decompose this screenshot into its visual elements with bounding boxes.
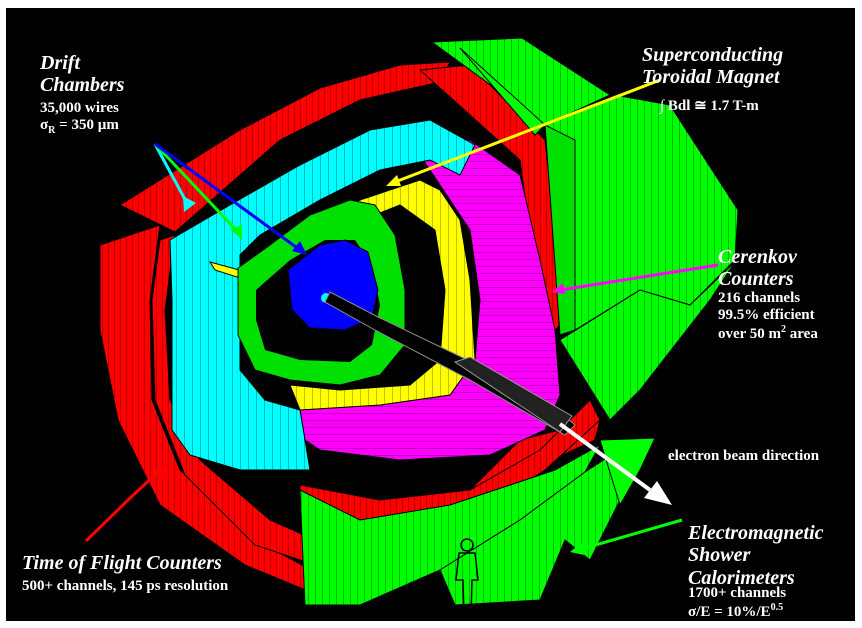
annotation-arrows (84, 78, 719, 555)
cerenkov-title-line1: Cerenkov (718, 246, 797, 268)
drift-chambers-details: 35,000 wires σR = 350 µm (40, 100, 119, 136)
magnet-field-integral: ∫ Bdl ≅ 1.7 T-m (660, 98, 759, 114)
calorimeter-title-line3: Calorimeters (688, 566, 795, 589)
beam-direction-label: electron beam direction (668, 448, 820, 464)
drift-chambers-title: Drift Chambers (40, 52, 124, 97)
calorimeter-title-line1: Electromagnetic (688, 522, 824, 544)
calorimeter-resolution: σ/E = 10%/E0.5 (688, 601, 784, 620)
person-silhouette-icon (455, 538, 479, 619)
cerenkov-title-line2: Counters (718, 268, 794, 291)
drift-resolution: σR = 350 µm (40, 116, 119, 136)
magnet-title-line1: Superconducting (642, 44, 784, 66)
arrow-right-icon (644, 481, 672, 505)
cerenkov-title: Cerenkov Counters (718, 246, 797, 291)
drift-title-line2: Chambers (40, 74, 125, 97)
tof-details: 500+ channels, 145 ps resolution (22, 578, 229, 594)
calorimeter-title-line2: Shower (688, 544, 751, 567)
cerenkov-efficiency: 99.5% efficient (718, 306, 815, 323)
cerenkov-area: over 50 m2 area (718, 323, 818, 342)
tof-title: Time of Flight Counters (22, 552, 222, 574)
drift-chambers (169, 119, 476, 471)
calorimeter-title: Electromagnetic Shower Calorimeters (688, 522, 824, 589)
drift-wires: 35,000 wires (40, 100, 119, 116)
drift-title-line1: Drift (40, 52, 80, 74)
magnet-title: Superconducting Toroidal Magnet (642, 44, 783, 89)
calorimeter-details: 1700+ channels σ/E = 10%/E0.5 (688, 585, 786, 621)
cerenkov-details: 216 channels 99.5% efficient over 50 m2 … (718, 290, 818, 342)
cerenkov-channels: 216 channels (718, 290, 801, 306)
calorimeter-channels: 1700+ channels (688, 585, 787, 601)
magnet-title-line2: Toroidal Magnet (642, 66, 780, 89)
